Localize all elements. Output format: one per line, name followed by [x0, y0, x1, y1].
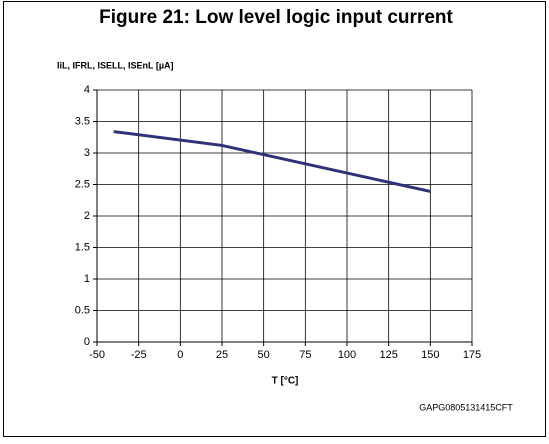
x-axis-label: T [°C]	[272, 376, 299, 387]
y-tick-label: 1	[84, 273, 90, 285]
x-tick-label: 175	[463, 349, 481, 361]
x-tick-label: 125	[379, 349, 397, 361]
x-tick-label: 50	[258, 349, 270, 361]
y-tick-label: 1.5	[75, 241, 90, 253]
y-tick-label: 0	[84, 336, 90, 348]
chart-title: Figure 21: Low level logic input current	[99, 7, 453, 28]
x-tick-label: 25	[216, 349, 228, 361]
y-tick-label: 3.5	[75, 115, 90, 127]
y-tick-label: 4	[84, 84, 90, 96]
x-tick-label: -25	[131, 349, 147, 361]
x-tick-label: -50	[89, 349, 105, 361]
x-tick-label: 150	[421, 349, 439, 361]
y-tick-label: 2	[84, 210, 90, 222]
y-tick-label: 2.5	[75, 178, 90, 190]
y-axis-label: IiL, IFRL, ISELL, ISEnL [µA]	[57, 60, 174, 70]
x-tick-label: 0	[177, 349, 183, 361]
data-line	[113, 130, 431, 193]
frame	[3, 1, 546, 437]
y-tick-label: 3	[84, 147, 90, 159]
x-tick-label: 100	[338, 349, 356, 361]
footnote: GAPG0805131415CFT	[419, 402, 513, 412]
y-tick-label: 0.5	[75, 304, 90, 316]
x-tick-label: 75	[299, 349, 311, 361]
